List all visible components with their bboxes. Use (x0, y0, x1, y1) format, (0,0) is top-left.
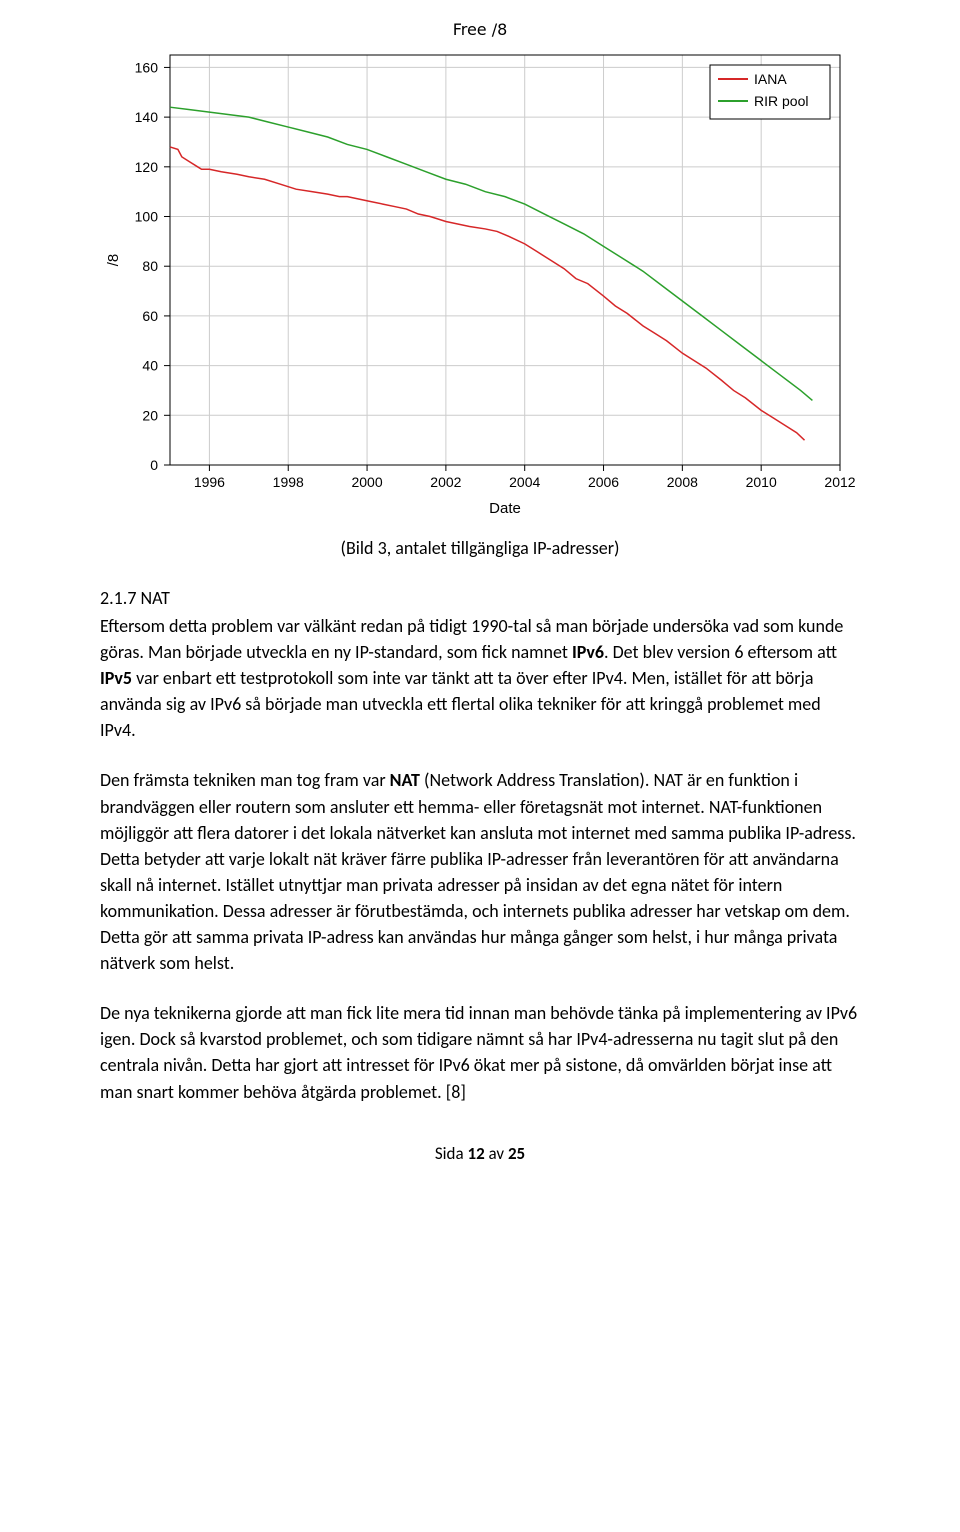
svg-text:80: 80 (142, 258, 158, 274)
svg-text:0: 0 (150, 457, 158, 473)
chart-title: Free /8 (100, 20, 860, 39)
svg-text:IANA: IANA (754, 71, 787, 87)
line-chart: 1996 1998 2000 2002 2004 2006 2008 2010 2012 0 20 4… (100, 45, 860, 525)
bold-term-nat: NAT (390, 769, 420, 791)
chart-container: Free /8 19961998200020022004200620082010… (100, 20, 860, 525)
paragraph-1: Eftersom detta problem var välkänt redan… (100, 613, 860, 743)
svg-text:2008: 2008 (667, 474, 698, 490)
svg-text:2010: 2010 (746, 474, 777, 490)
svg-text:160: 160 (135, 59, 159, 75)
footer-text: av (485, 1143, 508, 1164)
paragraph-3: De nya teknikerna gjorde att man fick li… (100, 1000, 860, 1104)
footer-page-total: 25 (508, 1143, 525, 1164)
text-run: . Det blev version 6 eftersom att (604, 641, 837, 663)
page-footer: Sida 12 av 25 (100, 1143, 860, 1164)
text-run: Den främsta tekniken man tog fram var (100, 769, 390, 791)
svg-text:2006: 2006 (588, 474, 619, 490)
paragraph-2: Den främsta tekniken man tog fram var NA… (100, 767, 860, 976)
svg-text:2012: 2012 (824, 474, 855, 490)
footer-page-current: 12 (467, 1143, 484, 1164)
svg-text:40: 40 (142, 358, 158, 374)
svg-text:RIR pool: RIR pool (754, 93, 808, 109)
svg-text:2004: 2004 (509, 474, 540, 490)
svg-text:100: 100 (135, 209, 159, 225)
bold-term-ipv5: IPv5 (100, 667, 132, 689)
svg-text:60: 60 (142, 308, 158, 324)
figure-caption: (Bild 3, antalet tillgängliga IP-adresse… (100, 537, 860, 559)
footer-text: Sida (435, 1143, 468, 1164)
svg-text:1996: 1996 (194, 474, 225, 490)
svg-text:140: 140 (135, 109, 159, 125)
svg-text:2002: 2002 (430, 474, 461, 490)
text-run: (Network Address Translation). NAT är en… (100, 769, 856, 974)
svg-text:Date: Date (489, 500, 521, 517)
svg-text:120: 120 (135, 159, 159, 175)
bold-term-ipv6: IPv6 (572, 641, 604, 663)
svg-text:/8: /8 (105, 254, 122, 267)
svg-text:1998: 1998 (273, 474, 304, 490)
svg-text:20: 20 (142, 407, 158, 423)
text-run: var enbart ett testprotokoll som inte va… (100, 667, 821, 741)
svg-text:2000: 2000 (351, 474, 382, 490)
section-heading: 2.1.7 NAT (100, 587, 860, 609)
